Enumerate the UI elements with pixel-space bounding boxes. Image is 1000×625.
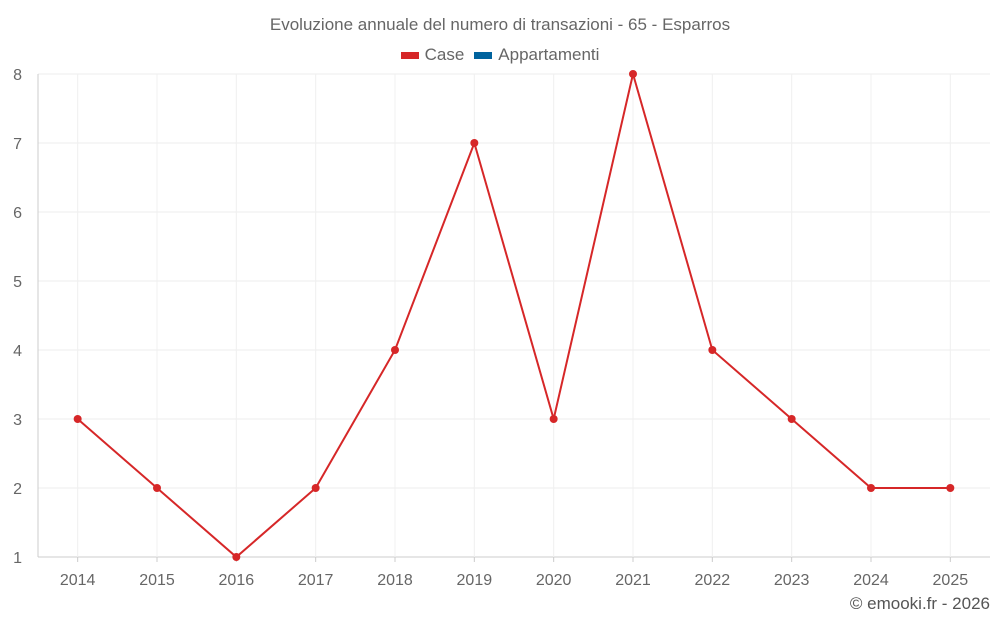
legend-swatch-case bbox=[400, 51, 419, 59]
x-tick-label: 2017 bbox=[298, 572, 334, 589]
x-tick-label: 2021 bbox=[615, 572, 651, 589]
y-tick-label: 2 bbox=[13, 481, 22, 498]
x-tick-label: 2022 bbox=[695, 572, 731, 589]
data-point bbox=[470, 139, 479, 147]
x-tick-label: 2019 bbox=[457, 572, 493, 589]
legend-label-case: Case bbox=[424, 45, 465, 64]
legend-item-appartamenti[interactable]: Appartamenti bbox=[474, 45, 599, 65]
y-tick-label: 8 bbox=[13, 67, 22, 84]
data-point bbox=[867, 484, 875, 492]
legend-item-case[interactable]: Case bbox=[400, 45, 465, 65]
legend-label-appartamenti: Appartamenti bbox=[498, 45, 600, 64]
data-point bbox=[946, 484, 955, 492]
x-tick-label: 2024 bbox=[853, 572, 889, 589]
x-tick-label: 2016 bbox=[219, 572, 255, 589]
y-tick-label: 6 bbox=[13, 205, 22, 222]
data-point bbox=[549, 415, 558, 423]
y-tick-label: 7 bbox=[13, 136, 22, 153]
legend: Case Appartamenti bbox=[0, 45, 1000, 65]
y-tick-label: 5 bbox=[13, 274, 22, 291]
x-tick-label: 2014 bbox=[60, 572, 96, 589]
legend-swatch-appartamenti bbox=[474, 51, 493, 59]
y-tick-label: 1 bbox=[13, 550, 22, 567]
data-point bbox=[153, 484, 161, 492]
series-line-case bbox=[77, 70, 951, 559]
x-tick-label: 2018 bbox=[377, 572, 413, 589]
x-tick-label: 2023 bbox=[774, 572, 810, 589]
y-tick-label: 3 bbox=[13, 412, 22, 429]
data-point bbox=[708, 346, 717, 354]
data-point bbox=[311, 484, 320, 492]
data-point bbox=[391, 346, 399, 354]
x-tick-label: 2020 bbox=[536, 572, 572, 589]
data-point bbox=[232, 553, 241, 561]
y-tick-label: 4 bbox=[13, 343, 22, 360]
chart-title: Evoluzione annuale del numero di transaz… bbox=[269, 15, 731, 34]
x-tick-label: 2025 bbox=[933, 572, 969, 589]
data-point bbox=[73, 415, 82, 423]
x-tick-label: 2015 bbox=[139, 572, 175, 589]
credit-text: © emooki.fr - 2026 bbox=[849, 594, 990, 613]
data-point bbox=[787, 415, 796, 423]
data-point bbox=[629, 70, 637, 78]
